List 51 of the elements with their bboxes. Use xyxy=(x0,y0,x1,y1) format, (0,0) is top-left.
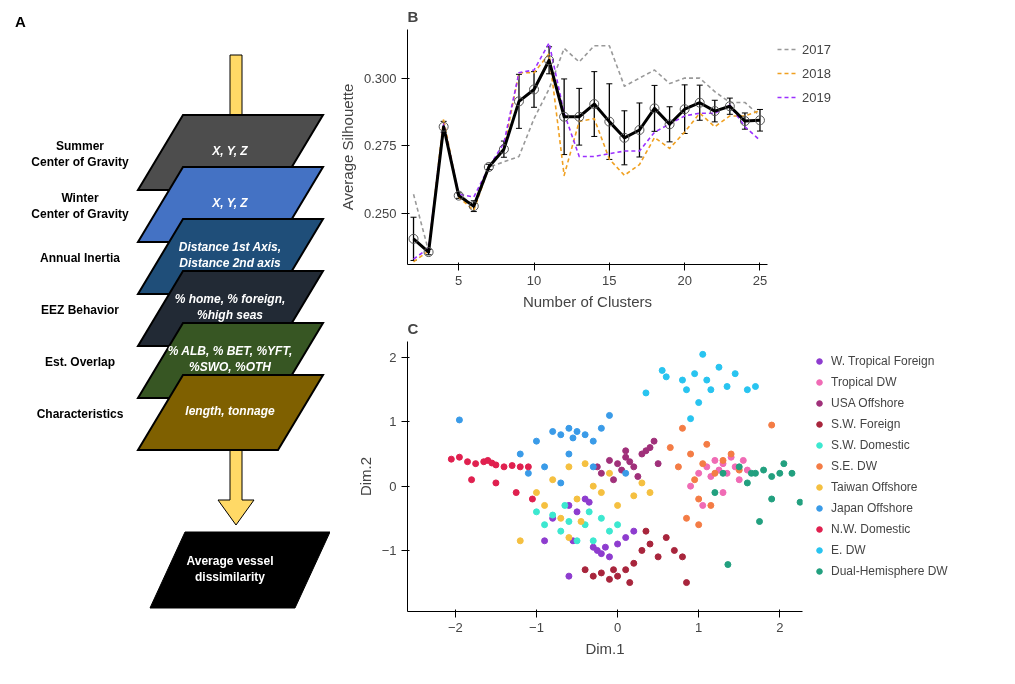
y-tick-label: 1 xyxy=(389,414,397,430)
legend-label: E. DW xyxy=(831,543,866,557)
y-tick-label: −1 xyxy=(381,542,397,558)
legend-label: USA Offshore xyxy=(831,396,905,410)
text: Distance 1st Axis, Distance 2nd axis xyxy=(178,240,282,270)
x-axis-title: Number of Clusters xyxy=(522,292,653,310)
x-tick-label: 10 xyxy=(526,272,542,288)
legend-label: 2018 xyxy=(802,65,831,81)
chart-title: B xyxy=(407,7,419,25)
legend-label: S.E. DW xyxy=(831,459,878,473)
y-axis-title: Average Silhouette xyxy=(338,83,356,211)
category-label: Summer Center of Gravity xyxy=(31,139,130,169)
chart-title: C xyxy=(407,319,419,337)
legend-label: S.W. Foreign xyxy=(831,417,901,431)
x-tick-label: 5 xyxy=(455,272,463,288)
category-label: EEZ Behavior xyxy=(40,303,120,318)
x-tick-label: −1 xyxy=(529,619,544,635)
y-axis-title: Dim.2 xyxy=(356,456,374,497)
text: A xyxy=(15,13,26,30)
x-axis-title: Dim.1 xyxy=(585,639,625,657)
text: % home, % foreign, %high seas xyxy=(174,292,286,322)
text: Average vessel dissimilarity xyxy=(186,554,274,584)
y-tick-label: 2 xyxy=(389,350,397,366)
text: X, Y, Z xyxy=(211,144,249,159)
legend-label: N.W. Domestic xyxy=(831,522,911,536)
text: length, tonnage xyxy=(185,404,275,419)
x-tick-label: 1 xyxy=(695,619,703,635)
category-label: Characteristics xyxy=(36,407,124,422)
legend-label: S.W. Domestic xyxy=(831,438,910,452)
text: X, Y, Z xyxy=(211,196,249,211)
x-tick-label: 2 xyxy=(776,619,784,635)
legend-label: Tropical DW xyxy=(831,375,897,389)
legend-label: Japan Offshore xyxy=(831,501,913,515)
y-tick-label: 0 xyxy=(389,478,397,494)
legend-label: 2017 xyxy=(802,41,831,57)
legend-label: Taiwan Offshore xyxy=(831,480,918,494)
legend-label: W. Tropical Foreign xyxy=(831,354,935,368)
category-label: Est. Overlap xyxy=(44,355,116,370)
x-tick-label: 20 xyxy=(677,272,692,288)
x-tick-label: −2 xyxy=(447,619,463,635)
x-tick-label: 0 xyxy=(613,619,622,635)
y-tick-label: 0.250 xyxy=(363,205,397,221)
y-tick-label: 0.275 xyxy=(363,138,397,154)
legend-label: Dual-Hemisphere DW xyxy=(831,564,948,578)
category-label: Annual Inertia xyxy=(39,251,121,266)
x-tick-label: 15 xyxy=(602,272,617,288)
legend-label: 2019 xyxy=(802,89,831,105)
text: % ALB, % BET, %YFT, %SWO, %OTH xyxy=(167,344,293,374)
category-label: Winter Center of Gravity xyxy=(31,191,130,221)
x-tick-label: 25 xyxy=(752,272,768,288)
y-tick-label: 0.300 xyxy=(363,70,397,86)
